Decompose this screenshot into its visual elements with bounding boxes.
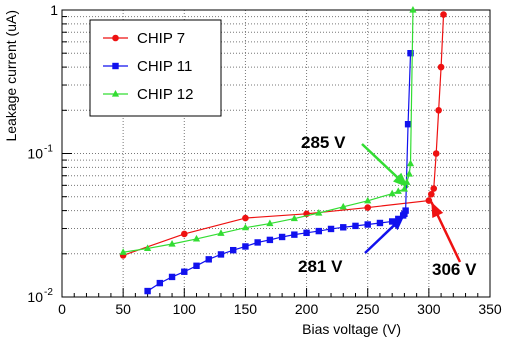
legend-box	[89, 19, 222, 117]
data-point	[119, 248, 127, 255]
data-point	[425, 197, 433, 204]
legend-marker	[111, 90, 120, 97]
legend-label: CHIP 7	[137, 30, 185, 47]
data-point	[181, 268, 188, 275]
data-point	[407, 49, 414, 57]
data-point	[364, 221, 371, 228]
series-line	[122, 14, 445, 256]
data-point	[409, 6, 417, 13]
y-tick-label: 10	[27, 146, 43, 162]
data-point	[404, 121, 412, 128]
legend-item: CHIP 12	[103, 86, 193, 103]
data-point	[405, 169, 413, 177]
series-chip-7	[119, 11, 447, 259]
data-point	[440, 11, 447, 18]
series-chip-12	[119, 6, 417, 255]
y-tick-exponent: -2	[44, 287, 53, 298]
legend-marker	[112, 62, 119, 70]
data-point	[437, 63, 445, 71]
y-axis-title: Leakage current (uA)	[3, 10, 19, 142]
data-point	[406, 159, 415, 167]
legend-label: CHIP 12	[137, 86, 193, 103]
annotation-label: 306 V	[432, 260, 477, 279]
x-tick-label: 200	[295, 301, 319, 317]
data-point	[254, 239, 261, 246]
data-point	[340, 224, 347, 231]
y-tick-exponent: -1	[44, 144, 53, 155]
data-point	[388, 189, 396, 197]
data-point	[394, 187, 402, 194]
data-point	[430, 185, 438, 192]
data-point	[402, 207, 409, 214]
x-tick-label: 150	[234, 301, 258, 317]
data-point	[428, 190, 435, 198]
data-point	[395, 215, 402, 223]
data-point	[192, 234, 201, 242]
data-point	[168, 240, 176, 247]
data-point	[327, 225, 335, 233]
data-point	[156, 279, 164, 287]
series-group	[119, 6, 447, 295]
data-point	[168, 273, 176, 281]
annotation-label: 285 V	[301, 133, 346, 152]
data-point	[278, 233, 286, 241]
x-tick-label: 100	[173, 301, 197, 317]
y-tick-label: 1	[50, 2, 58, 18]
legend-item: CHIP 11	[103, 58, 192, 75]
x-tick-label: 250	[356, 301, 380, 317]
data-point	[242, 243, 249, 250]
x-tick-label: 0	[58, 301, 66, 317]
data-point	[217, 251, 225, 258]
data-point	[364, 196, 372, 204]
data-point	[315, 227, 322, 235]
data-point	[303, 229, 310, 237]
data-point	[291, 231, 298, 238]
series-chip-11	[144, 49, 414, 295]
legend-label: CHIP 11	[137, 58, 192, 75]
data-point	[144, 287, 151, 295]
annotation-labels: 285 V 281 V 306 V	[298, 133, 477, 279]
annotation-label: 281 V	[298, 257, 343, 276]
data-point	[242, 214, 249, 222]
data-point	[230, 246, 237, 254]
data-point	[432, 150, 440, 157]
data-point	[403, 178, 411, 185]
data-point	[266, 219, 274, 227]
legend-item: CHIP 7	[103, 30, 185, 47]
data-point	[364, 204, 372, 211]
data-point	[217, 229, 225, 236]
data-point	[339, 202, 347, 210]
data-point	[266, 236, 274, 244]
data-point	[400, 185, 408, 192]
data-point	[388, 218, 396, 225]
annotation-arrow-head	[431, 201, 444, 219]
data-point	[435, 107, 442, 114]
data-point	[205, 256, 212, 263]
data-point	[241, 223, 250, 231]
legend-marker	[112, 34, 119, 42]
data-point	[290, 214, 298, 222]
x-axis-title: Bias voltage (V)	[302, 321, 401, 337]
data-point	[352, 222, 359, 230]
data-point	[376, 219, 384, 227]
x-tick-label: 300	[417, 301, 441, 317]
data-point	[180, 230, 188, 238]
data-point	[193, 262, 200, 269]
data-point	[144, 244, 152, 252]
x-tick-label: 350	[478, 301, 502, 317]
data-point	[315, 208, 323, 216]
x-tick-label: 50	[115, 301, 131, 317]
grid-lines	[62, 10, 490, 297]
y-tick-label: 10	[27, 289, 43, 305]
legend: CHIP 7 CHIP 11 CHIP 12	[89, 19, 222, 117]
